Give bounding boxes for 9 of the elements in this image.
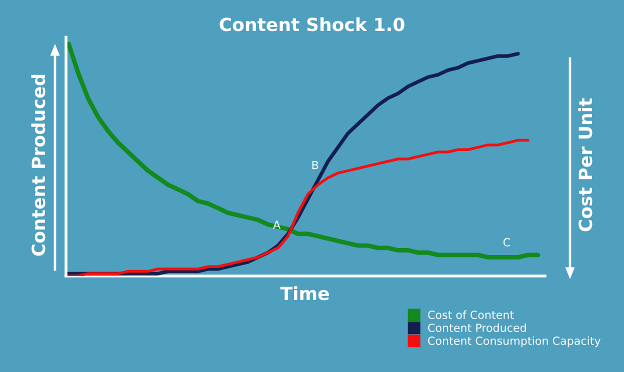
y-axis-title: Content Produced bbox=[31, 74, 46, 256]
legend-label: Cost of Content bbox=[428, 310, 514, 319]
legend-label: Content Produced bbox=[428, 323, 526, 332]
annotation: B bbox=[312, 160, 318, 170]
annotation: C bbox=[503, 238, 510, 246]
legend-label: Content Consumption Capacity bbox=[428, 336, 601, 348]
chart-title: Content Shock 1.0 bbox=[220, 17, 404, 32]
y2-axis-title: Cost Per Unit bbox=[578, 98, 592, 232]
x-axis-title: Time bbox=[280, 286, 329, 300]
